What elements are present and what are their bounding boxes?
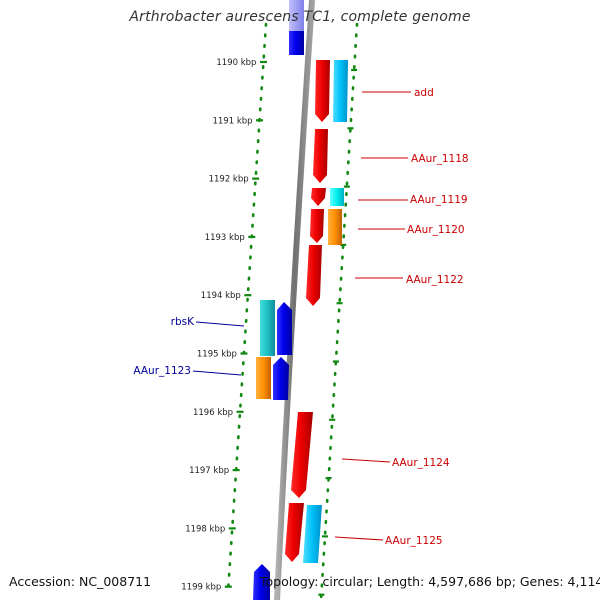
gene-aaur-1123-partner — [256, 357, 271, 399]
gene-aaur-1125-arrow — [285, 503, 304, 562]
partial-gene-bottom — [253, 564, 270, 600]
outer-ring-dotted — [319, 22, 359, 602]
gene-label-aaur-1125: AAur_1125 — [385, 535, 443, 547]
gene-label-aaur-1124: AAur_1124 — [392, 457, 450, 469]
gene-add-arrow — [315, 60, 330, 122]
gene-aaur-1120-arrow — [310, 209, 324, 243]
scale-tick-label: 1190 kbp — [216, 58, 256, 68]
footer-info: Accession: NC_008711 Topology: circular;… — [0, 574, 600, 592]
gene-label-add: add — [414, 87, 434, 99]
genome-backbone — [274, 0, 315, 601]
gene-rbsk-arrow — [277, 302, 292, 355]
gene-aaur-1119-partner — [330, 188, 344, 206]
gene-aaur-1118-arrow — [313, 129, 328, 183]
gene-label-rbsk: rbsK — [171, 316, 195, 328]
topology-text: Topology: circular; Length: 4,597,686 bp… — [260, 574, 600, 589]
leader-line-rbsk — [195, 321, 245, 327]
inner-ring-dotted — [226, 22, 268, 594]
gene-label-aaur-1123: AAur_1123 — [133, 365, 191, 377]
partial-gene-top — [289, 31, 304, 55]
gene-aaur-1120-partner — [328, 209, 342, 245]
gene-label-aaur-1119: AAur_1119 — [410, 194, 468, 206]
leader-line-aaur-1123 — [192, 370, 242, 376]
gene-label-aaur-1118: AAur_1118 — [411, 153, 469, 165]
gene-aaur-1123-arrow — [273, 357, 289, 400]
scale-tick-label: 1199 kbp — [181, 583, 221, 593]
gene-aaur-1122-arrow — [306, 245, 322, 306]
scale-tick-label: 1191 kbp — [212, 116, 252, 126]
gene-aaur-1124-arrow — [291, 412, 313, 498]
partial-gene-top-light — [289, 0, 304, 32]
leader-line-aaur-1125 — [334, 536, 384, 541]
scale-tick-label: 1198 kbp — [185, 524, 225, 534]
scale-tick-label: 1195 kbp — [197, 350, 237, 360]
scale-tick-label: 1194 kbp — [201, 291, 241, 301]
scale-tick-label: 1196 kbp — [193, 408, 233, 418]
scale-tick-label: 1197 kbp — [189, 466, 229, 476]
gene-add-partner — [333, 60, 348, 122]
scale-tick-label: 1192 kbp — [209, 175, 249, 185]
gene-aaur-1125-partner — [303, 505, 322, 563]
leader-line-aaur-1124 — [341, 458, 391, 463]
gene-label-aaur-1120: AAur_1120 — [407, 224, 465, 236]
gene-label-aaur-1122: AAur_1122 — [406, 274, 464, 286]
gene-rbsk-partner — [260, 300, 275, 356]
accession-text: Accession: NC_008711 — [9, 574, 152, 589]
map-title: Arthrobacter aurescens TC1, complete gen… — [129, 9, 471, 25]
gene-aaur-1119-arrow — [311, 188, 326, 206]
scale-tick-label: 1193 kbp — [205, 233, 245, 243]
scale-ticks: 1190 kbp 1191 kbp 1192 kbp 1193 kbp 1194 kbp… — [181, 58, 358, 596]
